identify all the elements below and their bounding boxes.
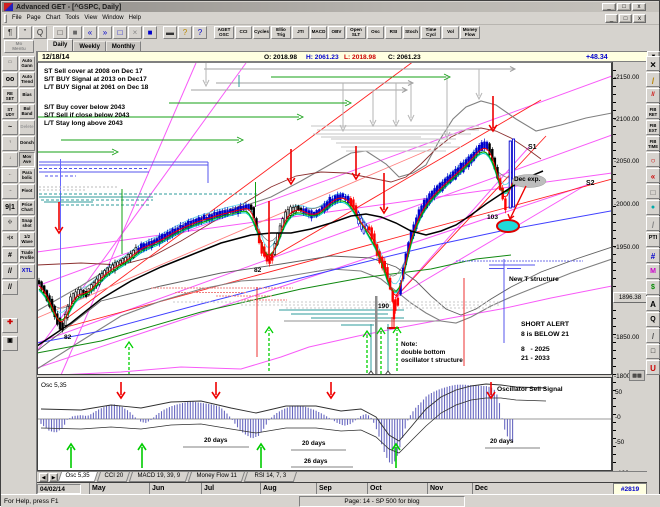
svg-text:Note:: Note: bbox=[401, 341, 417, 348]
svg-text:double bottom: double bottom bbox=[401, 349, 446, 356]
svg-text:20 days: 20 days bbox=[302, 440, 326, 447]
svg-text:New T structure: New T structure bbox=[509, 276, 559, 283]
svg-text:S/T Buy cover below 2043: S/T Buy cover below 2043 bbox=[44, 104, 125, 111]
svg-text:103: 103 bbox=[487, 214, 498, 221]
svg-text:S/T BUY Signal at 2013 on Dec1: S/T BUY Signal at 2013 on Dec17 bbox=[44, 76, 147, 83]
svg-text:L/T Stay long above 2043: L/T Stay long above 2043 bbox=[44, 120, 123, 127]
svg-text:Dec exp.: Dec exp. bbox=[514, 176, 541, 183]
svg-text:oscillator t structure: oscillator t structure bbox=[401, 357, 463, 364]
svg-text:ST Sell cover at 2008 on Dec 1: ST Sell cover at 2008 on Dec 17 bbox=[44, 68, 143, 75]
svg-text:S2: S2 bbox=[586, 180, 595, 187]
svg-text:190: 190 bbox=[378, 303, 389, 310]
svg-text:SHORT ALERT: SHORT ALERT bbox=[521, 321, 570, 328]
svg-text:8 is BELOW 21: 8 is BELOW 21 bbox=[521, 331, 569, 338]
svg-text:20 days: 20 days bbox=[490, 438, 514, 445]
svg-text:8 - 2025: 8 - 2025 bbox=[521, 346, 550, 353]
svg-text:Osc 5,35: Osc 5,35 bbox=[41, 382, 67, 389]
svg-text:Oscillator Sell Signal: Oscillator Sell Signal bbox=[497, 386, 563, 393]
svg-text:82: 82 bbox=[64, 334, 72, 341]
svg-text:20 days: 20 days bbox=[204, 437, 228, 444]
svg-text:82: 82 bbox=[254, 267, 262, 274]
svg-text:26 days: 26 days bbox=[304, 458, 328, 465]
svg-text:L/T BUY Signal at 2061 on Dec: L/T BUY Signal at 2061 on Dec 18 bbox=[44, 84, 149, 91]
svg-text:21 - 2033: 21 - 2033 bbox=[521, 355, 550, 362]
svg-text:S1: S1 bbox=[528, 144, 537, 151]
svg-text:S/T Sell if close below 2043: S/T Sell if close below 2043 bbox=[44, 112, 130, 119]
